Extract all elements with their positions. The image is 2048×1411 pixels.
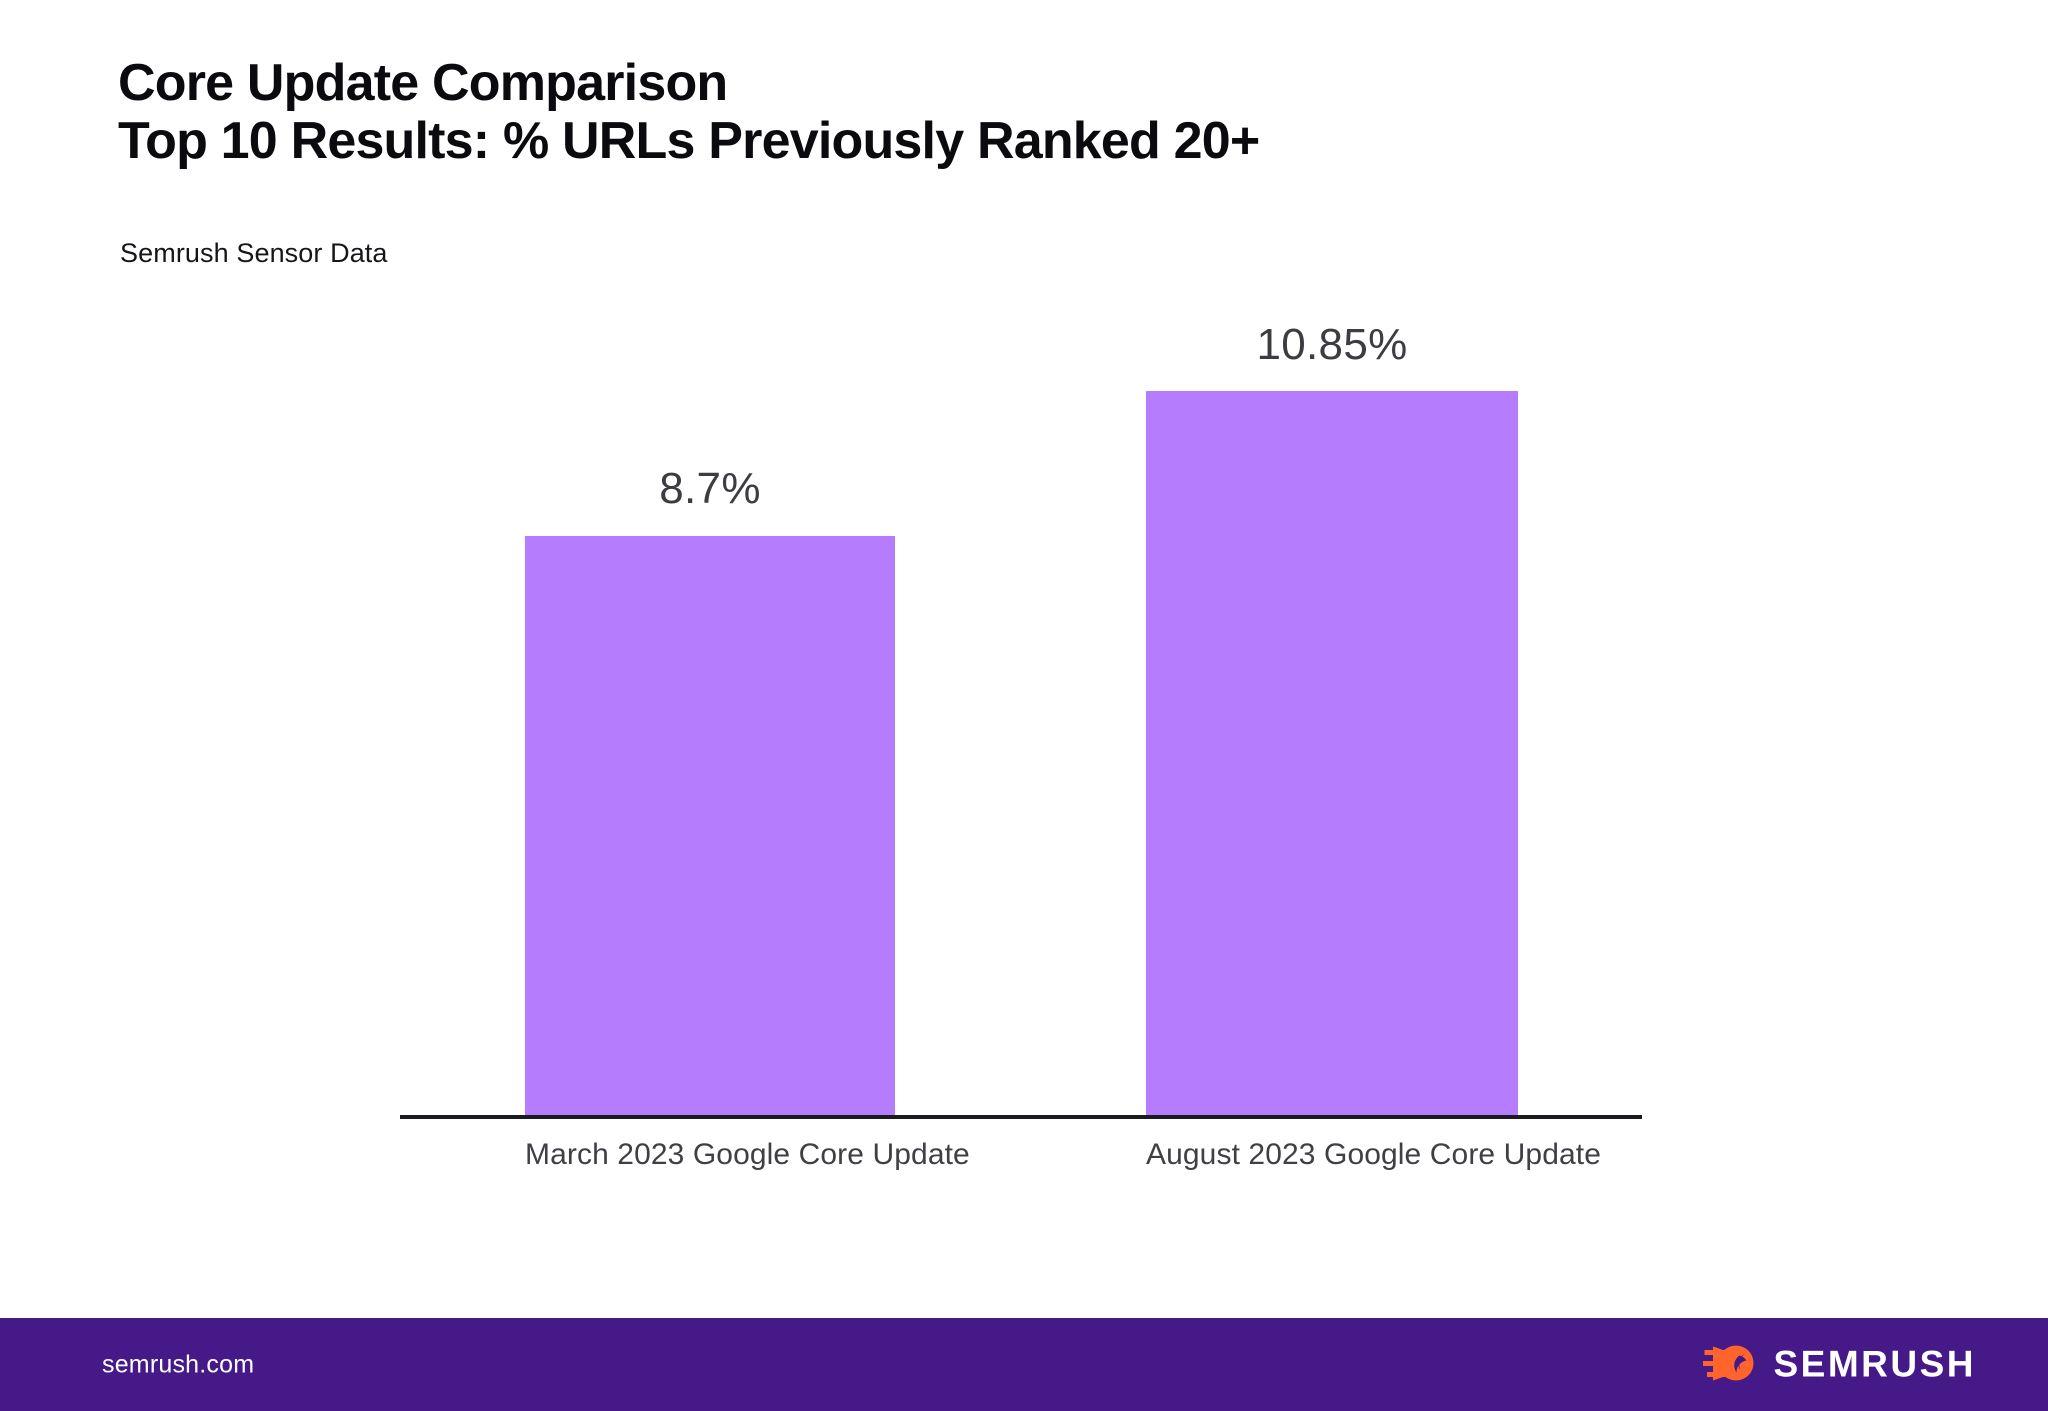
- bar-august-2023[interactable]: [1146, 391, 1518, 1115]
- semrush-logo: SEMRUSH: [1703, 1341, 1976, 1388]
- x-axis-category-label: March 2023 Google Core Update: [525, 1138, 970, 1171]
- bar-group: 8.7% March 2023 Google Core Update: [525, 0, 970, 1171]
- page-title-line-2: Top 10 Results: % URLs Previously Ranked…: [118, 112, 1260, 171]
- page-title-line-1: Core Update Comparison: [118, 54, 728, 112]
- bar-group: 10.85% August 2023 Google Core Update: [1146, 0, 1601, 1171]
- semrush-comet-icon: [1703, 1341, 1757, 1388]
- footer-website-url[interactable]: semrush.com: [102, 1350, 255, 1378]
- semrush-wordmark: SEMRUSH: [1773, 1343, 1976, 1385]
- bar-value-label: 10.85%: [1256, 320, 1408, 369]
- bar-value-label: 8.7%: [659, 464, 761, 513]
- chart-subtitle: Semrush Sensor Data: [120, 238, 388, 268]
- x-axis-category-label: August 2023 Google Core Update: [1146, 1138, 1601, 1171]
- bar-march-2023[interactable]: [525, 536, 895, 1115]
- x-axis-line: [400, 1115, 1642, 1119]
- chart-header: Core Update Comparison Top 10 Results: %…: [118, 54, 1818, 170]
- slide-footer: semrush.com SEMRUSH: [0, 1318, 2048, 1411]
